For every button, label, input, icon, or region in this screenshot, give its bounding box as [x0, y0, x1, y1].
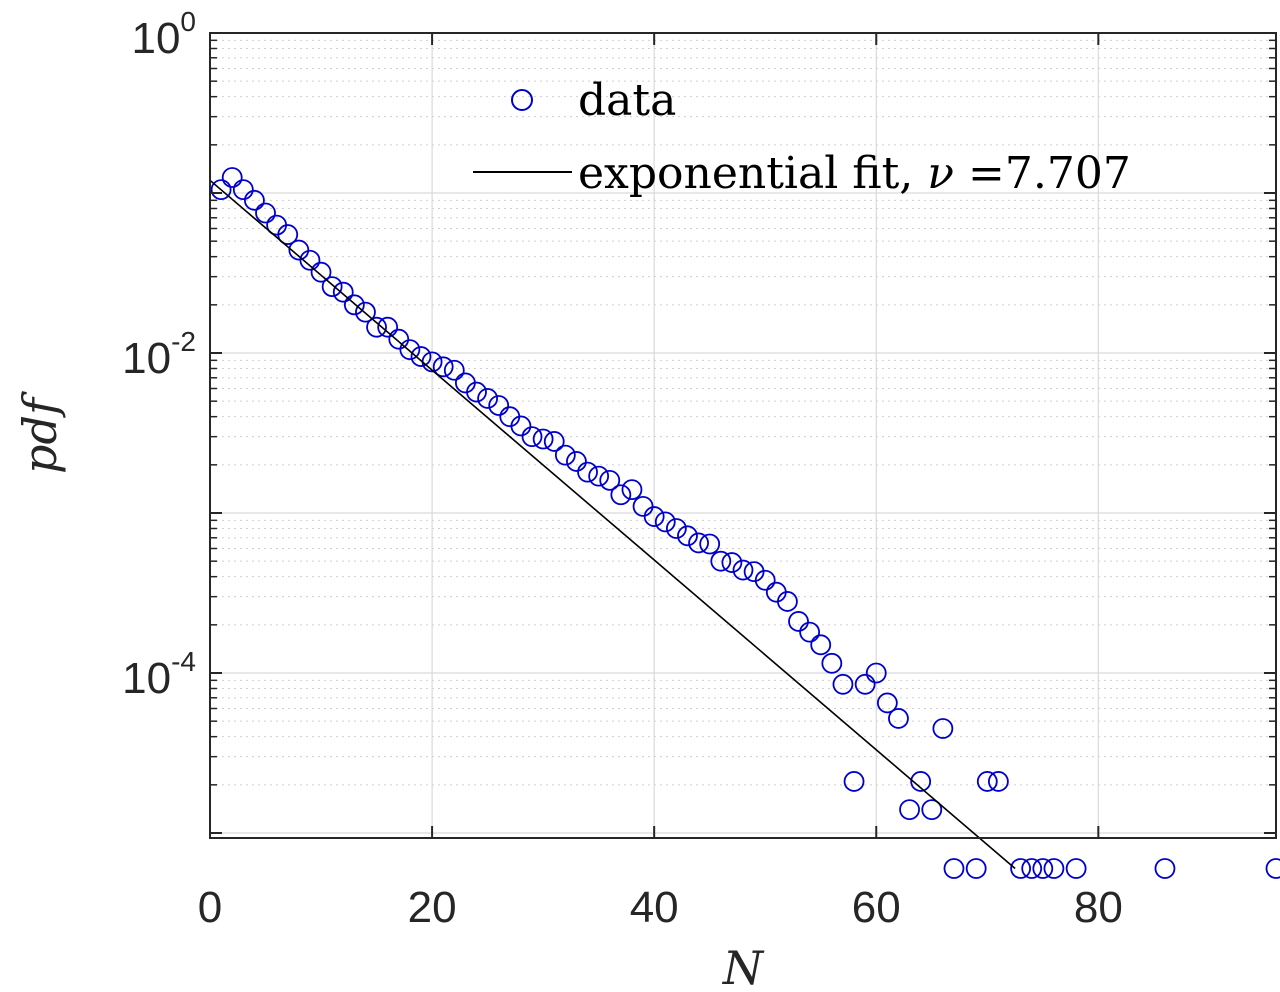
legend-fit-label: exponential fit, ν =7.707: [578, 148, 1131, 199]
data-point: [321, 276, 343, 298]
data-point: [399, 339, 421, 361]
data-point: [910, 771, 932, 792]
data-point: [377, 316, 399, 338]
y-axis-label: pdf: [13, 391, 67, 474]
data-point: [654, 511, 676, 533]
data-point: [688, 532, 709, 554]
data-point: [643, 506, 665, 527]
data-point: [721, 552, 743, 573]
data-point: [843, 771, 865, 792]
data-point: [1265, 858, 1280, 879]
data-point: [310, 261, 332, 283]
data-point: [232, 179, 254, 201]
x-tick-label: 0: [198, 883, 222, 932]
y-tick-base: 10: [122, 654, 171, 703]
data-point: [488, 395, 510, 416]
y-tick-exponent: -2: [171, 326, 196, 357]
data-point: [1032, 858, 1054, 879]
data-point: [821, 652, 843, 674]
data-point: [777, 591, 798, 612]
data-point: [599, 469, 621, 491]
data-point: [876, 692, 898, 714]
data-point: [621, 479, 643, 501]
data-point: [588, 465, 610, 487]
x-axis-label: N: [722, 941, 765, 992]
data-point: [221, 167, 243, 188]
tick-marks: [209, 32, 1276, 838]
data-point: [854, 673, 876, 695]
data-point: [899, 799, 920, 821]
y-tick-label: 10-4: [122, 646, 196, 703]
data-point: [299, 249, 321, 271]
data-point: [388, 328, 410, 350]
data-point: [244, 189, 265, 211]
x-tick-labels: 0 20 40 60 80: [198, 883, 1123, 932]
data-point: [665, 518, 687, 539]
fit-line: [209, 179, 1016, 870]
data-point: [577, 461, 598, 483]
legend: data exponential fit, ν =7.707: [473, 75, 1131, 199]
data-point: [965, 858, 987, 879]
data-point: [210, 179, 232, 201]
data-point: [332, 281, 354, 303]
data-point: [976, 771, 998, 792]
y-tick-exponent: 0: [180, 6, 196, 37]
data-point: [566, 451, 587, 472]
data-point: [932, 718, 954, 739]
data-point: [1021, 858, 1043, 879]
x-tick-label: 80: [1074, 883, 1123, 932]
data-point: [521, 426, 543, 448]
data-point: [799, 621, 821, 643]
y-tick-exponent: -4: [171, 646, 196, 677]
legend-fit-nu: ν: [927, 148, 954, 199]
data-point: [1043, 858, 1065, 879]
data-point: [888, 708, 909, 729]
legend-data-label: data: [578, 75, 676, 126]
data-point: [432, 356, 454, 378]
legend-fit-suffix: =7.707: [954, 148, 1131, 199]
data-point: [810, 634, 832, 656]
data-point: [677, 525, 698, 547]
legend-fit-prefix: exponential fit,: [578, 148, 927, 199]
data-point: [277, 224, 299, 245]
x-tick-label: 40: [630, 883, 679, 932]
data-point: [921, 799, 943, 821]
data-point: [343, 294, 365, 316]
y-tick-base: 10: [131, 14, 180, 63]
y-tick-label: 100: [131, 6, 196, 63]
data-point: [987, 771, 1009, 792]
data-point: [255, 202, 276, 224]
data-point: [355, 301, 376, 323]
data-point: [1065, 858, 1087, 879]
x-tick-label: 20: [408, 883, 457, 932]
data-point: [699, 533, 721, 555]
data-point: [543, 431, 565, 452]
data-point: [466, 381, 487, 403]
data-point: [1154, 858, 1176, 879]
series-layer: [209, 167, 1280, 879]
plot-frame: [209, 32, 1277, 839]
legend-data-marker: [511, 89, 533, 111]
data-point: [443, 359, 465, 381]
data-point: [532, 428, 554, 450]
data-point: [510, 415, 532, 437]
x-tick-label: 60: [852, 883, 901, 932]
y-tick-label: 10-2: [122, 326, 196, 383]
data-point: [477, 388, 499, 409]
data-point: [732, 559, 754, 581]
data-point: [943, 858, 965, 879]
data-point: [366, 316, 387, 338]
data-point: [554, 444, 576, 466]
data-point: [410, 346, 432, 367]
y-tick-base: 10: [122, 334, 171, 383]
data-point: [865, 662, 887, 684]
data-point: [710, 550, 732, 572]
data-point: [754, 569, 776, 591]
data-point: [1010, 858, 1032, 879]
data-point: [788, 611, 809, 632]
data-point: [832, 673, 854, 695]
data-point: [610, 484, 632, 506]
